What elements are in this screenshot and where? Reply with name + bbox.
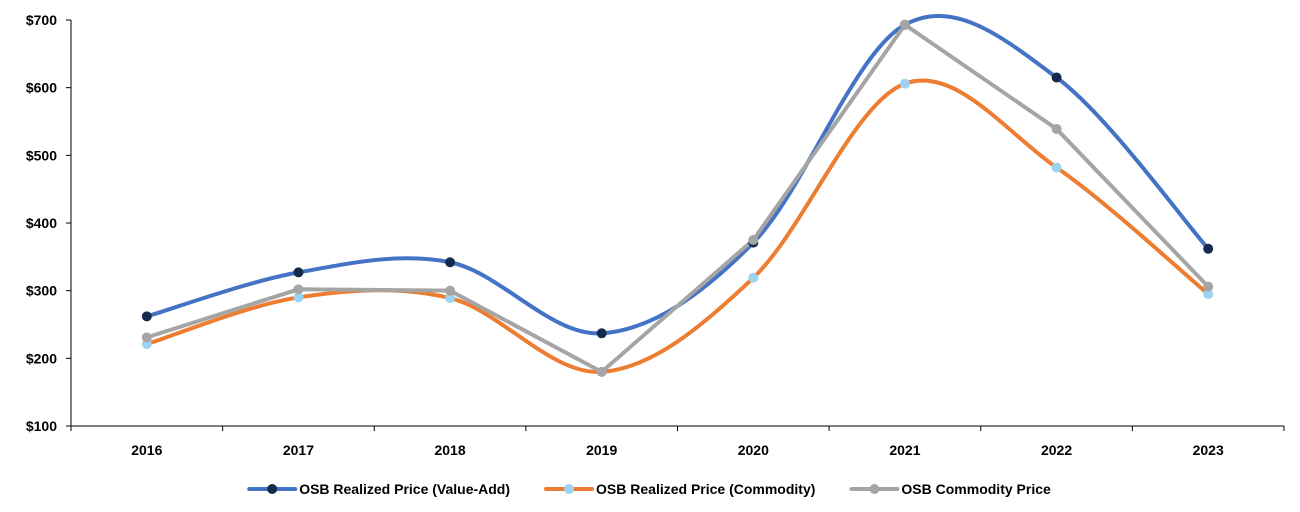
data-point-osb-realized-price-commodity — [1203, 289, 1214, 300]
data-point-osb-commodity-price — [141, 332, 152, 343]
data-point-osb-commodity-price — [1203, 281, 1214, 292]
series-line-osb-commodity-price — [144, 22, 1211, 374]
data-point-osb-commodity-price — [899, 19, 910, 30]
legend-item-osb-commodity-price: OSB Commodity Price — [849, 481, 1051, 497]
series-lines — [144, 14, 1211, 374]
y-tick-label: $400 — [26, 215, 57, 231]
data-point-osb-commodity-price — [445, 285, 456, 296]
x-tick-label: 2017 — [283, 442, 314, 458]
legend-item-osb-realized-price-value-add: OSB Realized Price (Value-Add) — [247, 481, 510, 497]
data-point-osb-realized-price-commodity — [445, 293, 456, 304]
y-tick-label: $700 — [26, 12, 57, 28]
data-point-osb-commodity-price — [1051, 123, 1062, 134]
x-tick-label: 2020 — [738, 442, 769, 458]
data-point-osb-commodity-price — [596, 366, 607, 377]
y-tick-label: $200 — [26, 350, 57, 366]
x-tick-label: 2018 — [434, 442, 465, 458]
data-point-osb-realized-price-commodity — [1051, 162, 1062, 173]
data-point-osb-realized-price-commodity — [293, 292, 304, 303]
y-tick-label: $300 — [26, 283, 57, 299]
x-tick-label: 2016 — [131, 442, 162, 458]
legend-label-osb-realized-price-commodity: OSB Realized Price (Commodity) — [596, 481, 815, 497]
x-tick-label: 2022 — [1041, 442, 1072, 458]
series-line-osb-realized-price-commodity — [144, 78, 1211, 374]
data-point-osb-commodity-price — [748, 234, 759, 245]
legend-marker-osb-realized-price-commodity — [564, 484, 575, 494]
data-point-osb-realized-price-value-add — [141, 311, 152, 322]
legend-label-osb-commodity-price: OSB Commodity Price — [901, 481, 1051, 497]
data-point-osb-realized-price-commodity — [899, 78, 910, 89]
legend: OSB Realized Price (Value-Add) OSB Realiz… — [247, 481, 1051, 497]
y-axis-ticks: $100 $200 $300 $400 $500 $600 $700 — [26, 12, 71, 434]
legend-item-osb-realized-price-commodity: OSB Realized Price (Commodity) — [544, 481, 815, 497]
series-markers — [141, 19, 1214, 377]
data-point-osb-realized-price-value-add — [596, 328, 607, 339]
y-tick-label: $500 — [26, 147, 57, 163]
axes — [70, 20, 1284, 427]
y-tick-label: $600 — [26, 80, 57, 96]
x-tick-label: 2023 — [1193, 442, 1224, 458]
x-axis-ticks: 2016 2017 2018 2019 2020 2021 2022 2023 — [70, 426, 1285, 458]
data-point-osb-realized-price-value-add — [293, 267, 304, 278]
legend-marker-osb-commodity-price — [869, 484, 880, 494]
data-point-osb-realized-price-value-add — [1051, 72, 1062, 83]
y-tick-label: $100 — [26, 418, 57, 434]
data-point-osb-realized-price-value-add — [445, 257, 456, 268]
data-point-osb-realized-price-commodity — [748, 272, 759, 283]
series-line-osb-realized-price-value-add — [144, 14, 1211, 336]
legend-label-osb-realized-price-value-add: OSB Realized Price (Value-Add) — [299, 481, 510, 497]
data-point-osb-realized-price-value-add — [1203, 243, 1214, 254]
x-tick-label: 2019 — [586, 442, 617, 458]
x-tick-label: 2021 — [889, 442, 920, 458]
data-point-osb-commodity-price — [293, 284, 304, 295]
legend-marker-osb-realized-price-value-add — [267, 484, 278, 494]
